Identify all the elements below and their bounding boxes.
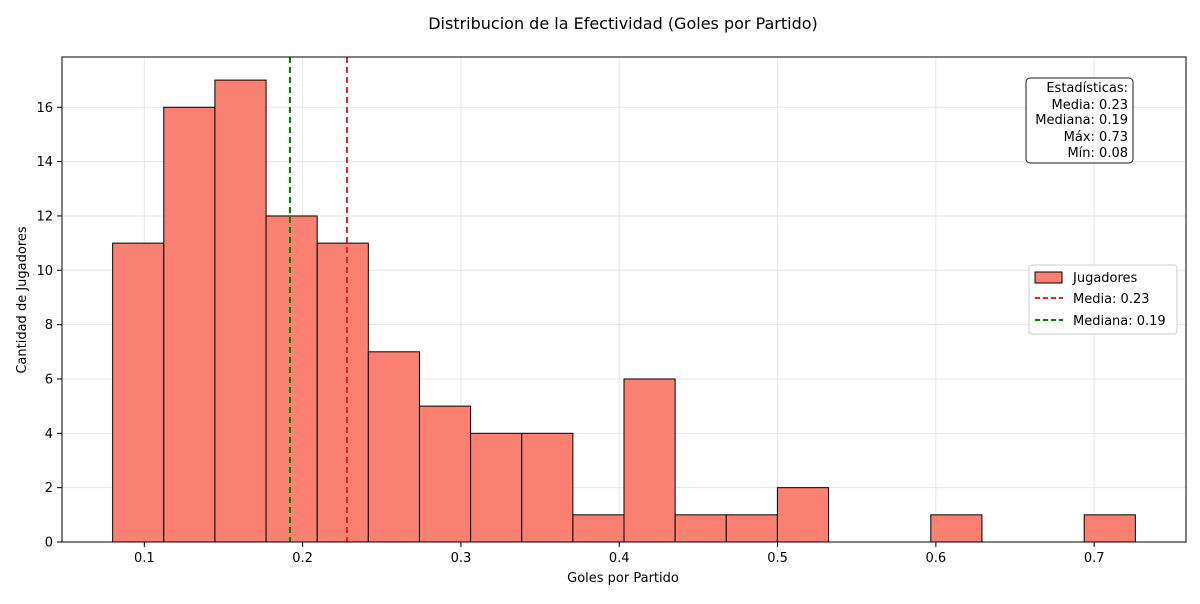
x-tick-label: 0.4 — [609, 551, 630, 566]
y-tick-label: 6 — [45, 372, 53, 387]
y-tick-label: 2 — [45, 481, 53, 496]
legend-swatch-jugadores — [1034, 271, 1063, 284]
histogram-bar — [930, 514, 983, 543]
x-axis-label: Goles por Partido — [567, 571, 679, 586]
histogram-bar — [725, 514, 778, 543]
chart-title: Distribucion de la Efectividad (Goles po… — [428, 14, 818, 33]
x-tick-label: 0.1 — [134, 551, 155, 566]
legend: Jugadores Media: 0.23 Mediana: 0.19 — [1028, 264, 1178, 335]
y-tick-label: 14 — [36, 155, 53, 170]
histogram-bar — [214, 79, 267, 543]
legend-label-media: Media: 0.23 — [1073, 292, 1150, 307]
histogram-bar — [674, 514, 727, 543]
histogram-bar — [1083, 514, 1136, 543]
reference-lines — [288, 57, 348, 542]
y-tick-label: 16 — [36, 101, 53, 116]
stats-line: Estadísticas: — [1046, 81, 1128, 96]
stats-line: Media: 0.23 — [1051, 98, 1128, 113]
histogram-bar — [572, 514, 625, 543]
stats-box: Estadísticas: Media: 0.23 Mediana: 0.19 … — [1025, 77, 1134, 164]
x-tick-label: 0.3 — [451, 551, 472, 566]
y-tick-label: 4 — [45, 427, 53, 442]
legend-label-jugadores: Jugadores — [1072, 271, 1138, 286]
x-axis-ticks: 0.1 0.2 0.3 0.4 0.5 0.6 0.7 — [134, 542, 1105, 566]
histogram-bar — [623, 378, 676, 543]
histogram-bar — [316, 242, 369, 543]
bars — [112, 79, 1136, 543]
histogram-bar — [521, 432, 574, 543]
x-tick-label: 0.2 — [292, 551, 313, 566]
x-tick-label: 0.7 — [1084, 551, 1105, 566]
y-tick-label: 10 — [36, 264, 53, 279]
y-axis-label: Cantidad de Jugadores — [15, 226, 30, 374]
histogram-bar — [418, 405, 472, 543]
histogram-bar — [776, 487, 830, 543]
histogram-bar — [265, 215, 318, 543]
x-tick-label: 0.5 — [767, 551, 788, 566]
histogram-bar — [163, 106, 216, 543]
y-axis-ticks: 0 2 4 6 8 10 12 14 16 — [36, 101, 62, 551]
y-tick-label: 8 — [45, 318, 53, 333]
stats-line: Mín: 0.08 — [1067, 146, 1128, 161]
y-tick-label: 12 — [36, 209, 53, 224]
x-tick-label: 0.6 — [926, 551, 947, 566]
stats-line: Máx: 0.73 — [1064, 130, 1128, 145]
plot-frame — [61, 56, 1187, 543]
stats-line: Mediana: 0.19 — [1035, 113, 1128, 128]
histogram-bar — [367, 351, 420, 543]
histogram-bar — [470, 432, 523, 543]
histogram-bar — [112, 242, 165, 543]
y-tick-label: 0 — [45, 536, 53, 551]
legend-label-mediana: Mediana: 0.19 — [1073, 314, 1166, 329]
